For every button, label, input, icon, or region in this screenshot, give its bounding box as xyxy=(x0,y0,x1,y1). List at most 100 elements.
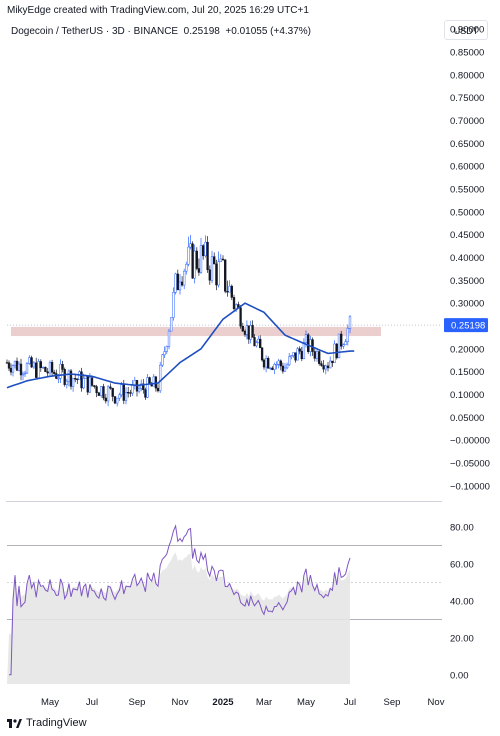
candle-body xyxy=(253,337,256,347)
candle-body xyxy=(25,363,29,374)
price-pane xyxy=(5,234,442,407)
candle-body xyxy=(324,365,327,370)
candle-body xyxy=(30,357,33,368)
candle-body xyxy=(304,334,308,343)
rsi-tick-label: 20.00 xyxy=(450,633,474,644)
price-axis: 0.90000 0.85000 0.80000 0.75000 0.70000 0.650… xyxy=(444,25,490,492)
candle-body xyxy=(335,343,338,359)
candle-body xyxy=(260,347,264,361)
symbol-name: Dogecoin / TetherUS · 3D · BINANCE xyxy=(11,26,179,37)
candle-body xyxy=(172,292,175,318)
time-tick-label: Jul xyxy=(86,697,98,708)
candle-body xyxy=(195,250,198,269)
candle-body xyxy=(267,357,270,369)
candle-body xyxy=(292,352,295,356)
candle-body xyxy=(178,281,182,291)
price-tick-label: 0.40000 xyxy=(450,253,484,264)
candle-body xyxy=(348,316,352,329)
rsi-background-area xyxy=(7,552,350,684)
candle-body xyxy=(165,346,168,352)
candle-body xyxy=(140,383,143,389)
candle-body xyxy=(111,387,114,397)
candle-body xyxy=(232,297,236,309)
rsi-tick-label: 80.00 xyxy=(450,523,474,534)
tradingview-logo: TradingView xyxy=(7,717,87,729)
candle-body xyxy=(170,317,173,332)
candle-body xyxy=(159,364,162,392)
candle-body xyxy=(264,357,268,368)
candle-body xyxy=(86,375,89,393)
candle-body xyxy=(156,387,160,392)
currency-button[interactable]: USDT xyxy=(444,20,488,40)
candle-body xyxy=(13,360,17,367)
candle-body xyxy=(249,325,252,340)
candle-body xyxy=(243,330,247,335)
candle-body xyxy=(11,365,15,373)
candle-body xyxy=(100,386,103,396)
candle-body xyxy=(230,285,233,298)
time-tick-label: Sep xyxy=(129,697,146,708)
candle-body xyxy=(285,364,289,369)
candle-body xyxy=(35,362,38,378)
candle-body xyxy=(19,363,23,376)
candle-body xyxy=(193,250,196,279)
candle-body xyxy=(296,348,299,361)
candle-body xyxy=(53,371,56,374)
candle-body xyxy=(124,392,128,401)
candle-body xyxy=(318,351,321,364)
support-zone xyxy=(11,326,381,337)
price-tick-label: 0.30000 xyxy=(450,299,484,310)
candle-body xyxy=(48,362,52,374)
candle-body xyxy=(185,263,188,272)
candle-body xyxy=(189,243,192,248)
candle-body xyxy=(262,359,266,368)
candle-body xyxy=(5,362,9,364)
price-tick-label: 0.80000 xyxy=(450,70,484,81)
candle-body xyxy=(217,261,220,286)
candle-body xyxy=(342,344,345,347)
candle-body xyxy=(215,263,218,286)
candle-body xyxy=(176,273,179,291)
candle-body xyxy=(255,342,258,347)
last-price-tag xyxy=(444,318,488,333)
candle-body xyxy=(221,258,225,261)
candle-body xyxy=(32,362,36,368)
candle-body xyxy=(311,339,314,352)
brand-name: TradingView xyxy=(26,717,87,729)
price-tick-label: 0.05000 xyxy=(450,413,484,424)
candle-body xyxy=(106,386,110,402)
pane-separator[interactable] xyxy=(6,501,442,502)
candle-body xyxy=(148,377,151,384)
candle-body xyxy=(76,378,79,381)
time-tick-label: Nov xyxy=(172,697,189,708)
candle-body xyxy=(7,362,11,369)
price-tick-label: 0.70000 xyxy=(450,116,484,127)
time-tick-label: Sep xyxy=(384,697,401,708)
price-tick-label: 0.10000 xyxy=(450,390,484,401)
candle-body xyxy=(131,384,134,394)
candle-body xyxy=(118,394,121,399)
candle-body xyxy=(202,245,205,257)
candle-body xyxy=(69,370,73,387)
candle-body xyxy=(127,392,130,394)
price-tick-label: 0.15000 xyxy=(450,367,484,378)
rsi-pane xyxy=(7,524,442,684)
candle-body xyxy=(344,341,347,346)
candle-body xyxy=(90,377,94,386)
price-tick-label: 0.35000 xyxy=(450,276,484,287)
candle-body xyxy=(290,355,293,358)
rsi-line xyxy=(9,524,351,676)
candle-body xyxy=(322,365,325,370)
candle-body xyxy=(294,352,297,361)
candle-body xyxy=(247,325,250,340)
candle-body xyxy=(74,378,77,380)
time-tick-label: Nov xyxy=(428,697,445,708)
candle-body xyxy=(224,259,227,292)
price-tick-label: 0.55000 xyxy=(450,184,484,195)
candle-body xyxy=(288,356,291,366)
symbol-legend[interactable]: Dogecoin / TetherUS · 3D · BINANCE 0.251… xyxy=(11,26,311,37)
candle-body xyxy=(15,360,19,371)
rsi-tick-label: 40.00 xyxy=(450,596,474,607)
candle-body xyxy=(116,397,119,404)
